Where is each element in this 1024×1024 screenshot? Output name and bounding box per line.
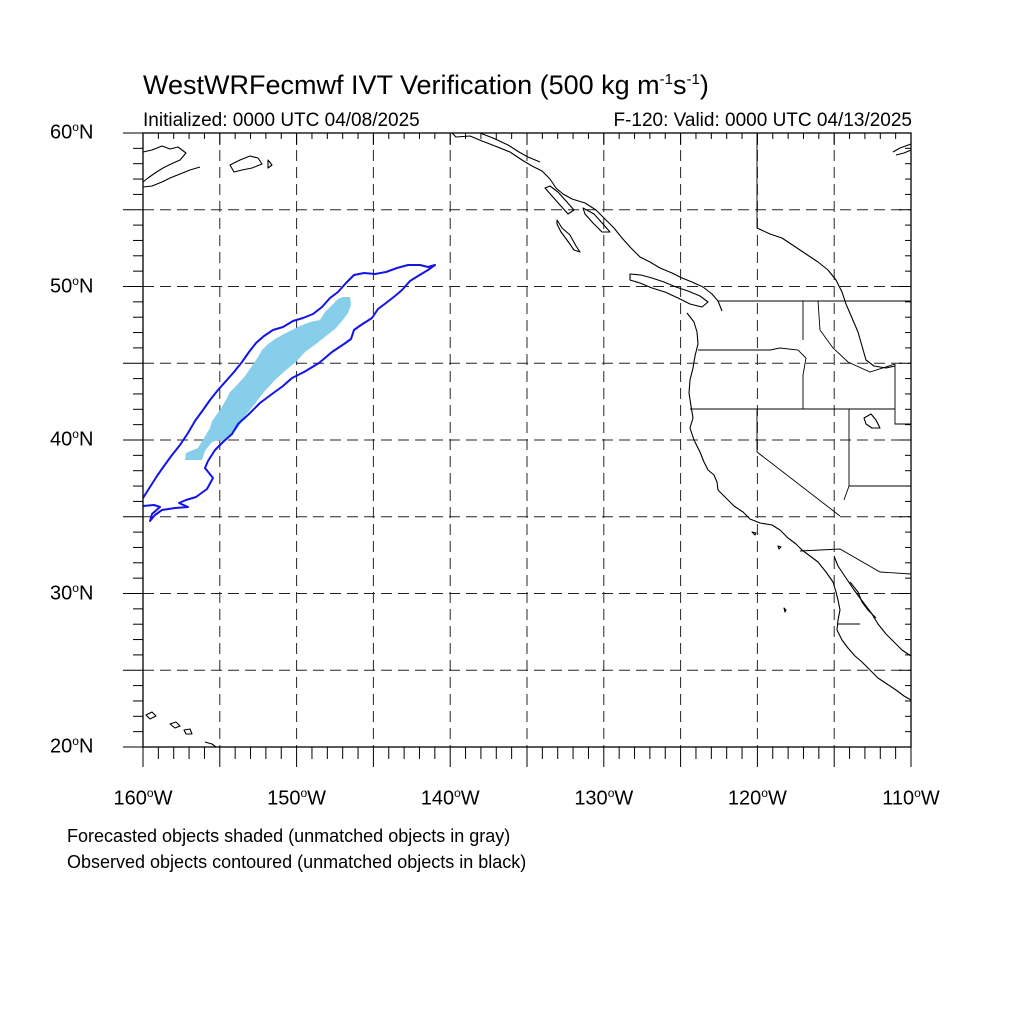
lat-label-number: 20 bbox=[50, 735, 73, 758]
map-frame bbox=[142, 132, 912, 748]
political-borders bbox=[690, 133, 912, 625]
lon-label-number: 160 bbox=[113, 787, 147, 810]
lat-label-hemisphere: N bbox=[78, 428, 94, 451]
title-prefix: WestWRFecmwf IVT Verification (500 kg m bbox=[143, 70, 660, 100]
observed-ivt-contour bbox=[142, 264, 436, 522]
lon-label-number: 140 bbox=[420, 787, 455, 810]
lat-label-60: 60oN bbox=[50, 120, 108, 145]
chart-title: WestWRFecmwf IVT Verification (500 kg m-… bbox=[143, 70, 709, 101]
title-mid: s bbox=[672, 70, 687, 100]
lat-label-hemisphere: N bbox=[78, 121, 94, 144]
degree-sign: o bbox=[914, 786, 921, 800]
legend-note-forecast: Forecasted objects shaded (unmatched obj… bbox=[67, 826, 511, 846]
lon-label-hemisphere: W bbox=[767, 787, 787, 810]
lat-label-hemisphere: N bbox=[78, 582, 94, 605]
lon-label-140: 140oW bbox=[405, 786, 495, 811]
lon-label-number: 120 bbox=[727, 787, 762, 810]
lon-label-hemisphere: W bbox=[614, 787, 634, 810]
lon-label-130: 130oW bbox=[559, 786, 649, 811]
lon-label-110: 110oW bbox=[866, 786, 956, 811]
forecast-ivt-object bbox=[185, 297, 351, 460]
lon-label-number: 110 bbox=[882, 787, 915, 810]
lat-label-40: 40oN bbox=[50, 427, 108, 452]
lat-label-number: 40 bbox=[50, 428, 73, 451]
lon-label-150: 150oW bbox=[252, 786, 342, 811]
degree-sign: o bbox=[72, 427, 79, 441]
degree-sign: o bbox=[300, 786, 308, 800]
lon-label-120: 120oW bbox=[712, 786, 802, 811]
coastlines bbox=[142, 132, 912, 748]
degree-sign: o bbox=[454, 786, 461, 800]
lat-label-hemisphere: N bbox=[78, 275, 94, 298]
lon-label-hemisphere: W bbox=[307, 787, 327, 810]
title-exp2: -1 bbox=[686, 71, 700, 88]
lat-label-number: 30 bbox=[50, 582, 73, 605]
lon-label-hemisphere: W bbox=[153, 787, 173, 810]
valid-subtitle: F-120: Valid: 0000 UTC 04/13/2025 bbox=[613, 110, 912, 131]
lat-label-30: 30oN bbox=[50, 581, 108, 606]
lat-lon-grid bbox=[143, 133, 911, 747]
title-suffix: ) bbox=[699, 70, 709, 100]
lon-label-number: 130 bbox=[574, 787, 608, 810]
lon-label-160: 160oW bbox=[98, 786, 188, 811]
lon-label-hemisphere: W bbox=[460, 787, 480, 810]
lat-label-number: 50 bbox=[50, 275, 73, 298]
lat-label-number: 60 bbox=[50, 121, 73, 144]
degree-sign: o bbox=[761, 786, 768, 800]
lon-label-hemisphere: W bbox=[920, 787, 940, 810]
degree-sign: o bbox=[72, 580, 79, 595]
degree-sign: o bbox=[72, 273, 79, 288]
lat-label-20: 20oN bbox=[50, 734, 108, 759]
title-exp1: -1 bbox=[659, 71, 673, 88]
lat-label-50: 50oN bbox=[50, 274, 108, 299]
lon-label-number: 150 bbox=[267, 787, 301, 810]
degree-sign: o bbox=[146, 786, 154, 800]
degree-sign: o bbox=[72, 734, 79, 748]
axis-ticks bbox=[123, 132, 912, 767]
degree-sign: o bbox=[72, 120, 79, 134]
degree-sign: o bbox=[607, 786, 615, 800]
initialized-subtitle: Initialized: 0000 UTC 04/08/2025 bbox=[143, 110, 420, 131]
lat-label-hemisphere: N bbox=[78, 735, 94, 758]
legend-note-observed: Observed objects contoured (unmatched ob… bbox=[67, 852, 527, 872]
